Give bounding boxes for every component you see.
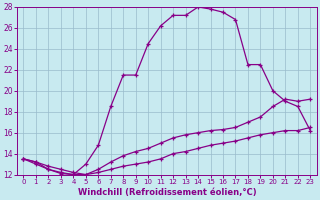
X-axis label: Windchill (Refroidissement éolien,°C): Windchill (Refroidissement éolien,°C) [77,188,256,197]
